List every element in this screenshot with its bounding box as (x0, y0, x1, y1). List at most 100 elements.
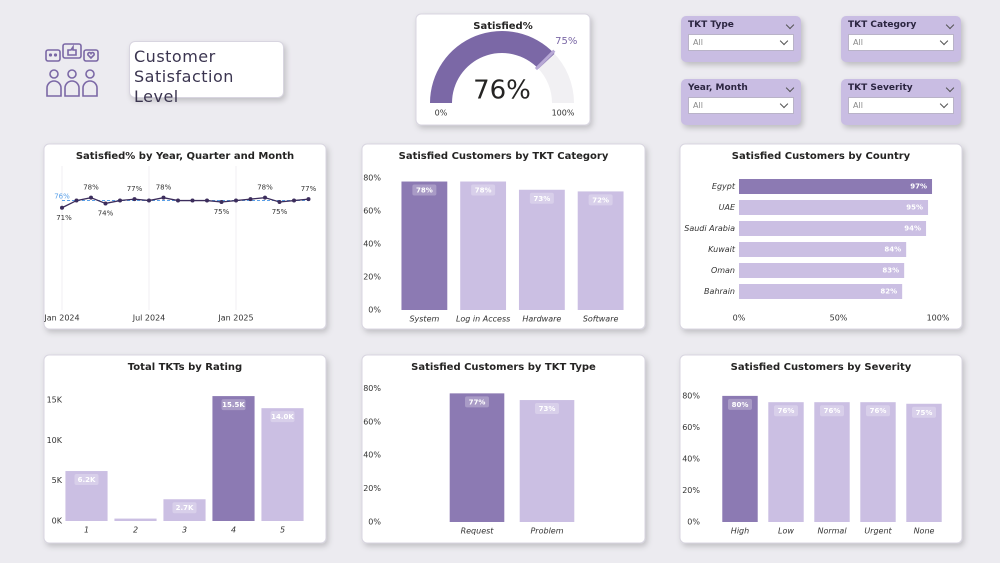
data-label: 72% (592, 196, 609, 204)
y-tick-label: 0% (368, 306, 381, 315)
chart-title: Satisfied Customers by TKT Category (399, 151, 609, 162)
line-marker (147, 198, 151, 203)
data-label-bg (412, 184, 437, 196)
bar (261, 408, 304, 521)
data-label: 97% (910, 183, 927, 191)
gauge-target-label: 75% (555, 36, 577, 47)
line-marker (277, 200, 282, 204)
data-label: 71% (56, 214, 72, 222)
bar (114, 518, 157, 521)
data-label: 80% (732, 401, 749, 409)
bar (739, 263, 905, 278)
bar (722, 395, 758, 522)
x-tick-label: Jan 2024 (43, 314, 79, 323)
data-label: 77% (469, 398, 486, 406)
bar (739, 242, 907, 257)
x-tick-label: Request (461, 527, 495, 536)
data-label-bg (74, 474, 99, 486)
chart-title: Satisfied% by Year, Quarter and Month (76, 151, 294, 162)
slicer-label: TKT Severity (848, 83, 913, 93)
data-label: 76% (824, 407, 841, 415)
x-tick-label: 3 (182, 526, 187, 535)
line-marker (89, 195, 93, 200)
line-marker (190, 198, 195, 203)
line-marker (306, 197, 311, 202)
slicer[interactable]: Year, Month All (681, 79, 801, 125)
data-label: 78% (416, 187, 433, 195)
logo-icon (45, 43, 99, 97)
bar (519, 400, 575, 522)
data-label-bg (465, 396, 489, 408)
data-label-bg (728, 398, 752, 410)
data-label: 75% (916, 409, 933, 417)
y-tick-label: 80% (363, 174, 381, 183)
x-tick-label: Log in Access (456, 315, 510, 324)
y-tick-label: UAE (719, 203, 736, 212)
line-marker (74, 198, 79, 203)
x-tick-label: 2 (133, 526, 138, 535)
data-label-bg (270, 411, 295, 423)
slicer-value[interactable]: All (688, 97, 794, 114)
data-label-bg (172, 502, 197, 514)
y-tick-label: 40% (682, 454, 700, 463)
x-tick-label: Normal (817, 527, 847, 536)
y-tick-label: 0% (687, 518, 700, 527)
gauge-tick-label: 100% (552, 109, 575, 118)
slicer-label: TKT Type (688, 20, 734, 30)
card (43, 354, 327, 544)
bar (768, 402, 804, 522)
y-tick-label: Egypt (712, 182, 736, 191)
x-tick-label: 1 (84, 526, 89, 535)
bar (212, 396, 255, 521)
data-label: 78% (156, 184, 172, 192)
data-label-bg (471, 184, 496, 196)
line-marker (176, 198, 180, 203)
data-label-bg (588, 194, 613, 206)
data-label: 76% (870, 407, 887, 415)
chart-title: Satisfied Customers by Country (732, 151, 911, 162)
x-tick-label: Jan 2025 (217, 314, 253, 323)
data-label-bg (912, 406, 936, 418)
data-label: 83% (882, 267, 899, 275)
slicer-value[interactable]: All (848, 34, 954, 51)
line-marker (103, 201, 108, 206)
y-tick-label: 20% (682, 486, 700, 495)
line-series (61, 197, 309, 209)
bar (739, 221, 927, 236)
data-label: 14.0K (271, 413, 294, 421)
y-tick-label: 40% (363, 451, 381, 460)
data-label-bg (866, 405, 890, 417)
bar (860, 402, 896, 522)
slicer[interactable]: TKT Severity All (841, 79, 961, 125)
x-tick-label: 5 (280, 526, 285, 535)
x-tick-label: 0% (733, 314, 746, 323)
data-label-bg (774, 405, 798, 417)
x-tick-label: Problem (530, 527, 563, 536)
gauge-target (534, 49, 556, 71)
chart-title: Satisfied Customers by TKT Type (411, 362, 596, 373)
data-label: 78% (475, 187, 492, 195)
slicer-value[interactable]: All (688, 34, 794, 51)
data-label: 78% (257, 184, 273, 192)
slicer-label: Year, Month (688, 83, 748, 93)
y-tick-label: 80% (363, 384, 381, 393)
bar (739, 200, 929, 215)
y-tick-label: 20% (363, 273, 381, 282)
y-tick-label: 15K (47, 396, 63, 405)
slicer[interactable]: TKT Type All (681, 16, 801, 62)
slicer[interactable]: TKT Category All (841, 16, 961, 62)
x-tick-label: High (731, 527, 749, 536)
data-label: 73% (533, 195, 550, 203)
gauge-value-label: 76% (473, 76, 531, 106)
bar (814, 402, 850, 522)
y-tick-label: 80% (682, 391, 700, 400)
line-marker (118, 198, 122, 203)
data-label: 6.2K (78, 476, 96, 484)
slicer-value[interactable]: All (848, 97, 954, 114)
y-tick-label: Bahrain (704, 287, 735, 296)
data-label: 94% (904, 225, 921, 233)
x-tick-label: Hardware (522, 315, 561, 324)
y-tick-label: 0% (368, 518, 381, 527)
report-title: Customer Satisfaction Level (129, 41, 284, 106)
y-tick-label: 20% (363, 484, 381, 493)
